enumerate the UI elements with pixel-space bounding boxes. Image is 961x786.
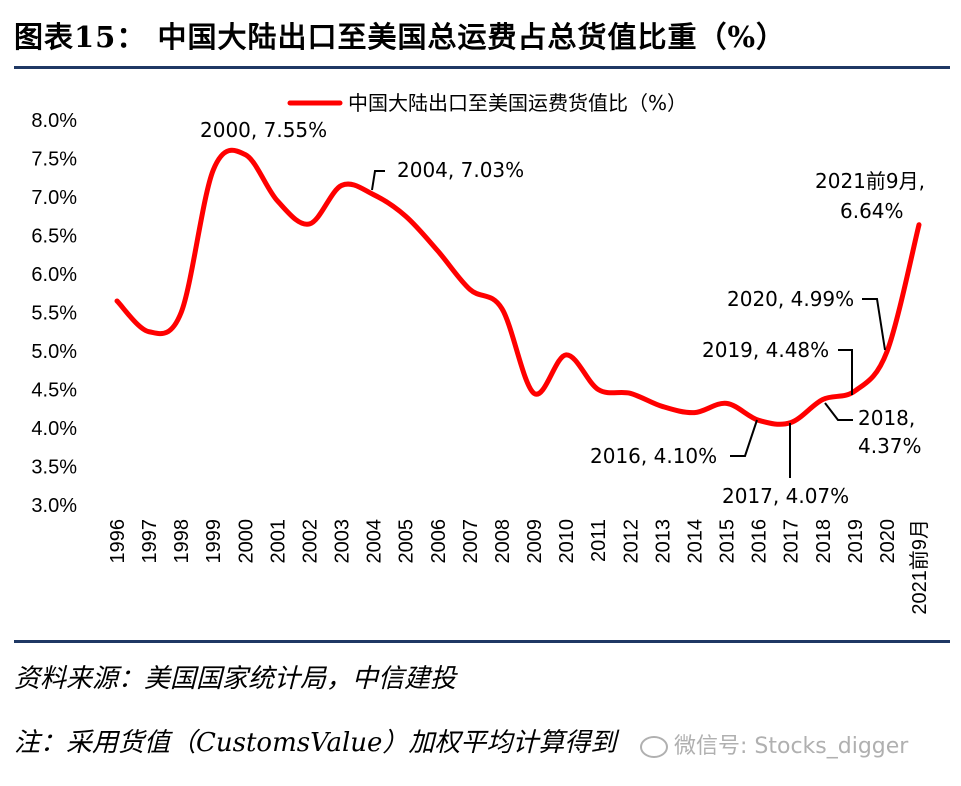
- annotation-label: 2004, 7.03%: [397, 158, 524, 182]
- x-tick-label: 2020: [877, 519, 899, 564]
- annotation-leader: [824, 402, 853, 421]
- annotation-label: 2021前9月,: [815, 169, 925, 193]
- x-tick-label: 2014: [684, 519, 706, 564]
- annotation-label: 2018,: [858, 406, 915, 430]
- x-tick-label: 2003: [332, 519, 354, 564]
- y-tick-label: 5.5%: [31, 303, 77, 325]
- annotation-label: 6.64%: [840, 199, 904, 223]
- x-tick-label: 1999: [203, 519, 225, 564]
- y-tick-label: 7.0%: [31, 187, 77, 209]
- x-tick-label: 2012: [620, 519, 642, 564]
- x-tick-label: 2001: [267, 519, 289, 564]
- x-tick-label: 2018: [813, 519, 835, 564]
- y-tick-label: 3.0%: [31, 495, 77, 517]
- y-tick-label: 6.0%: [31, 264, 77, 286]
- page-title: 图表15： 中国大陆出口至美国总运费占总货值比重（%）: [14, 20, 787, 54]
- y-tick-label: 4.5%: [31, 380, 77, 402]
- annotation-leader: [838, 349, 853, 395]
- annotation-label: 4.37%: [858, 434, 922, 458]
- y-tick-label: 8.0%: [31, 110, 77, 132]
- x-tick-label: 2011: [588, 519, 610, 562]
- annotation-label: 2016, 4.10%: [590, 444, 717, 468]
- x-tick-label: 2021前9月: [908, 519, 931, 615]
- x-tick-label: 2016: [749, 519, 771, 564]
- title-divider: [14, 66, 950, 69]
- x-tick-label: 2006: [428, 519, 450, 564]
- x-tick-label: 2017: [781, 519, 803, 564]
- y-tick-label: 3.5%: [31, 457, 77, 479]
- x-tick-label: 2010: [556, 519, 578, 564]
- x-tick-label: 1996: [107, 519, 129, 564]
- annotation-label: 2000, 7.55%: [200, 118, 327, 142]
- x-tick-label: 1997: [139, 519, 161, 564]
- x-tick-label: 1998: [171, 519, 193, 564]
- source-text: 资料来源：美国国家统计局，中信建投: [14, 664, 457, 694]
- annotation-leader: [862, 298, 886, 351]
- y-tick-label: 4.0%: [31, 418, 77, 440]
- annotation-leader: [730, 419, 758, 457]
- x-tick-label: 2004: [364, 519, 386, 564]
- annotation-label: 2019, 4.48%: [702, 338, 829, 362]
- x-tick-label: 2008: [492, 519, 514, 564]
- x-tick-label: 2002: [299, 519, 321, 564]
- x-tick-label: 2015: [717, 519, 739, 564]
- wechat-icon: [640, 736, 668, 758]
- x-tick-label: 2019: [845, 519, 867, 564]
- annotation-leader: [371, 170, 385, 191]
- watermark: 微信号: Stocks_digger: [640, 728, 908, 760]
- annotation-label: 2017, 4.07%: [722, 484, 849, 508]
- note-text: 注：采用货值（CustomsValue）加权平均计算得到: [14, 728, 617, 758]
- line-chart: 3.0% 3.5% 4.0% 4.5% 5.0% 5.5% 6.0% 6.5% 7.0% 7.5%…: [31, 91, 931, 615]
- x-tick-label: 2007: [460, 519, 482, 564]
- x-tick-label: 2000: [235, 519, 257, 564]
- y-tick-label: 7.5%: [31, 149, 77, 171]
- annotation-label: 2020, 4.99%: [727, 287, 854, 311]
- y-tick-label: 5.0%: [31, 341, 77, 363]
- x-tick-label: 2013: [652, 519, 674, 564]
- legend-label: 中国大陆出口至美国运费货值比（%）: [348, 91, 687, 115]
- y-tick-label: 6.5%: [31, 226, 77, 248]
- footer-divider: [14, 640, 950, 643]
- x-tick-label: 2005: [396, 519, 418, 564]
- watermark-text: 微信号: Stocks_digger: [674, 734, 909, 759]
- x-tick-label: 2009: [524, 519, 546, 564]
